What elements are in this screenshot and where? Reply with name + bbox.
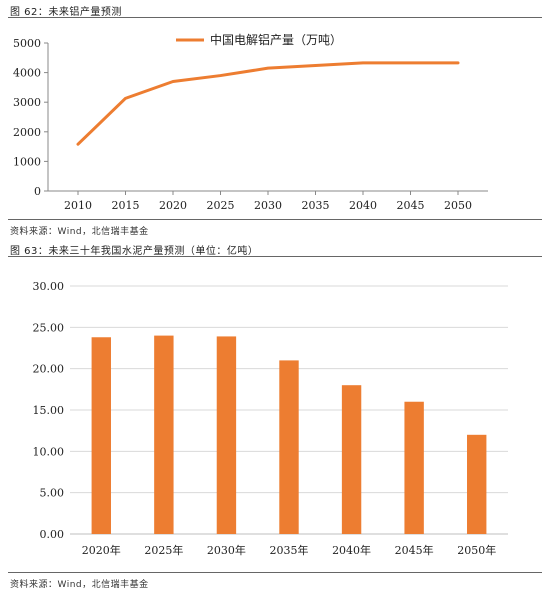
y-tick-label: 3000	[13, 96, 41, 109]
bar-2025年	[154, 335, 174, 534]
y-tick-label: 0	[34, 185, 41, 198]
x-tick-label: 2015	[112, 199, 140, 212]
y-tick-label: 2000	[13, 126, 41, 139]
bar-2050年	[467, 434, 487, 534]
x-tick-label: 2045年	[395, 543, 434, 557]
y-tick-label: 10.00	[33, 445, 65, 458]
figure-62-top-rule	[8, 17, 542, 18]
figure-62-source: 资料来源：Wind，北信瑞丰基金	[10, 227, 149, 237]
y-tick-label: 5.00	[40, 487, 65, 500]
figure-62-bottom-rule	[8, 219, 542, 220]
x-tick-label: 2020	[159, 199, 187, 212]
figure-62-caption: 图 62：未来铝产量预测	[10, 7, 122, 18]
series-line-aluminum	[76, 61, 460, 146]
figure-63-source: 资料来源：Wind，北信瑞丰基金	[10, 580, 149, 590]
bar-2030年	[216, 336, 237, 534]
x-tick-label: 2040年	[332, 543, 371, 557]
x-tick-label: 2020年	[82, 543, 121, 557]
x-tick-label: 2050	[444, 199, 472, 212]
x-tick-label: 2025	[207, 199, 235, 212]
bar-2045年	[404, 401, 424, 534]
x-tick-label: 2045	[397, 199, 425, 212]
bar-2040年	[341, 385, 362, 534]
figure-63-caption: 图 63：未来三十年我国水泥产量预测（单位：亿吨）	[10, 246, 259, 257]
y-tick-label: 0.00	[40, 528, 65, 541]
x-tick-label: 2030年	[207, 543, 246, 557]
y-tick-label: 15.00	[33, 404, 65, 417]
y-tick-label: 25.00	[33, 321, 65, 334]
figure-63-top-rule	[8, 256, 542, 257]
aluminum-production-line-chart: 0 1000 2000 3000 4000 5000 2010 2015 2020 2025 203…	[13, 32, 488, 212]
bar-2035年	[279, 360, 299, 534]
y-tick-label: 4000	[13, 67, 41, 80]
x-tick-label: 2010	[64, 199, 92, 212]
x-tick-label: 2035	[302, 199, 330, 212]
y-tick-label: 20.00	[33, 363, 65, 376]
legend-label: 中国电解铝产量（万吨）	[210, 32, 342, 47]
y-tick-label: 1000	[13, 155, 41, 168]
cement-production-bar-chart: 0.00 5.00 10.00 15.00 20.00 25.00 30.00 2020年 20…	[33, 280, 508, 557]
y-tick-label: 5000	[13, 37, 41, 50]
x-tick-label: 2025年	[144, 543, 183, 557]
x-tick-label: 2050年	[457, 543, 496, 557]
x-tick-label: 2030	[254, 199, 282, 212]
y-tick-label: 30.00	[33, 280, 65, 293]
figure-63-bottom-rule	[8, 572, 542, 573]
x-tick-label: 2040	[349, 199, 377, 212]
bar-2020年	[91, 337, 111, 534]
x-tick-label: 2035年	[270, 543, 309, 557]
